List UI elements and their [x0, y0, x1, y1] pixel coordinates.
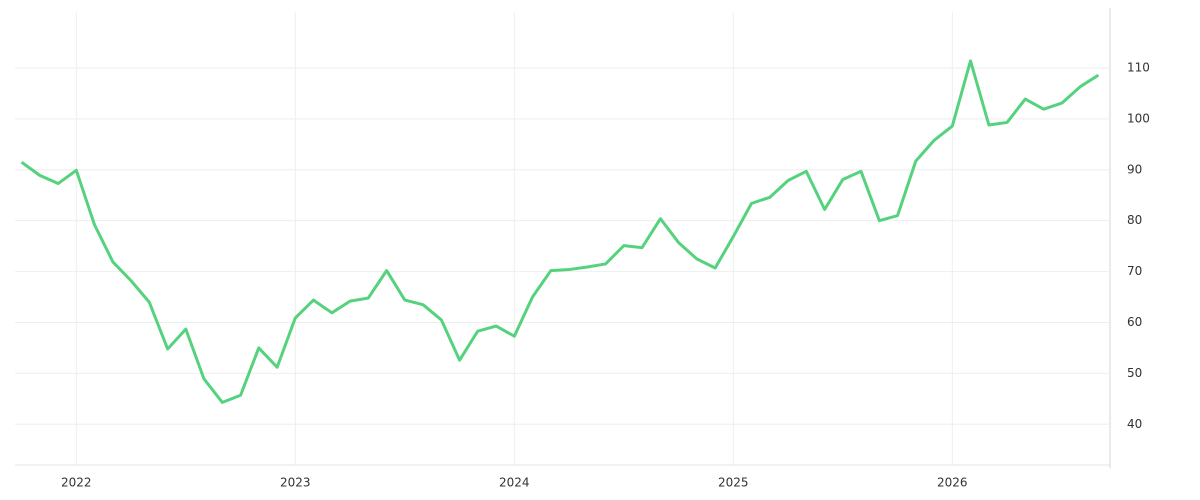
y-tick-label: 90	[1127, 162, 1142, 176]
x-tick-label: 2025	[718, 476, 749, 490]
x-tick-label: 2026	[937, 476, 968, 490]
y-tick-label: 70	[1127, 264, 1142, 278]
y-tick-label: 40	[1127, 417, 1142, 431]
y-tick-label: 60	[1127, 315, 1142, 329]
x-tick-label: 2022	[61, 476, 92, 490]
x-tick-label: 2024	[499, 476, 530, 490]
x-tick-label: 2023	[280, 476, 311, 490]
y-tick-label: 110	[1127, 60, 1150, 74]
y-tick-label: 100	[1127, 111, 1150, 125]
y-tick-label: 80	[1127, 213, 1142, 227]
line-series	[20, 59, 1100, 404]
y-tick-label: 50	[1127, 366, 1142, 380]
